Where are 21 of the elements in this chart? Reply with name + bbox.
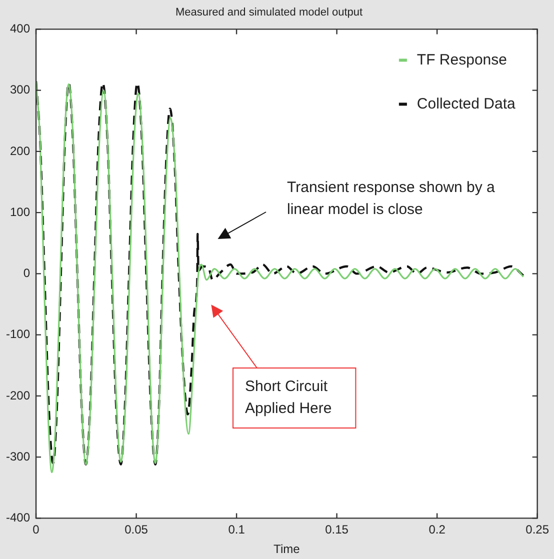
x-tick-label: 0: [32, 522, 40, 537]
annotation: Short Circuit Applied Here: [245, 378, 332, 418]
x-tick-label: 0.2: [428, 522, 446, 537]
y-tick-label: 400: [10, 22, 30, 36]
x-tick-label: 0.1: [228, 522, 246, 537]
y-tick-label: 100: [10, 204, 30, 219]
y-tick-label: -300: [6, 449, 30, 464]
annotation: Transient response shown by a linear model is close: [287, 179, 496, 218]
x-tick-label: 0.25: [526, 522, 550, 537]
legend-label: TF Response: [416, 51, 507, 68]
chart-title: Measured and simulated model output: [175, 6, 363, 19]
y-tick-label: -400: [6, 510, 30, 525]
x-tick-label: 0.15: [325, 522, 349, 537]
y-tick-label: -200: [6, 388, 30, 402]
x-axis-title: Time: [274, 542, 300, 556]
y-tick-label: -100: [6, 327, 30, 342]
x-tick-label: 0.05: [124, 522, 148, 537]
y-tick-label: 0: [23, 266, 30, 280]
y-tick-label: 200: [10, 144, 30, 158]
y-tick-label: 300: [10, 82, 30, 97]
legend-label: Collected Data: [416, 95, 516, 112]
